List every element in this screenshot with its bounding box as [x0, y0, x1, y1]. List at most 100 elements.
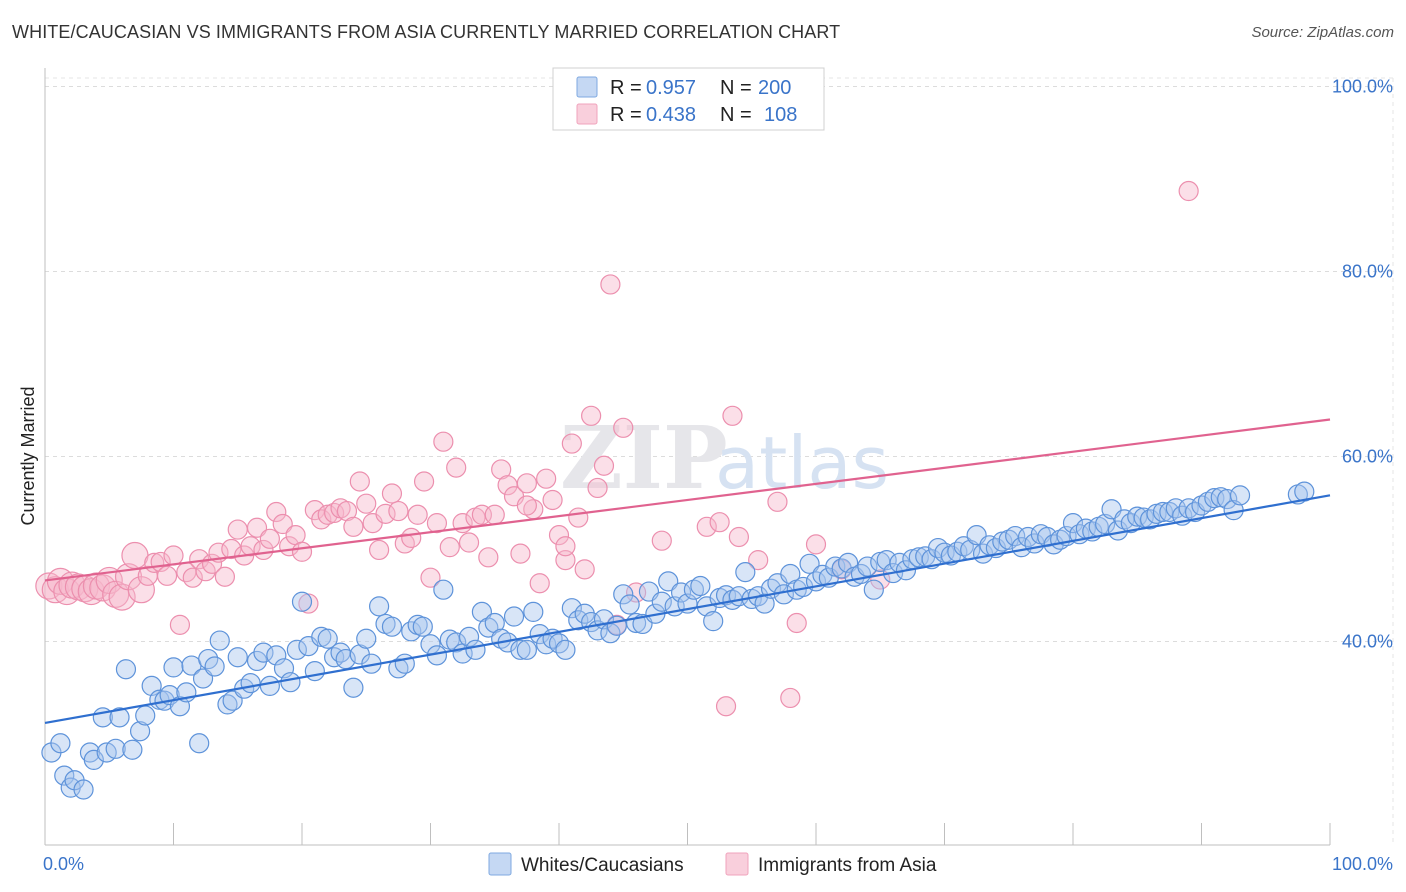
whites-point-77 — [523, 601, 544, 623]
whites-point-31 — [227, 647, 248, 668]
asia-point-105 — [555, 536, 576, 557]
whites-point-11 — [109, 707, 130, 728]
whites-point-67 — [458, 626, 480, 647]
whites-point-113 — [754, 593, 775, 614]
whites-point-83 — [561, 598, 582, 619]
legend-r-value-whites: 0.957 — [646, 77, 696, 99]
asia-point-23 — [182, 567, 203, 588]
chart-title: WHITE/CAUCASIAN VS IMMIGRANTS FROM ASIA … — [12, 22, 841, 42]
trend-line-whites — [44, 494, 1331, 724]
whites-point-65 — [446, 632, 467, 653]
asia-point-20 — [163, 545, 184, 566]
asia-point-14 — [121, 541, 149, 570]
y-tick-label-1: 60.0% — [1342, 447, 1393, 467]
asia-point-36 — [266, 501, 287, 523]
whites-point-90 — [606, 615, 627, 636]
whites-point-74 — [503, 606, 525, 627]
whites-point-130 — [863, 579, 884, 600]
asia-point-77 — [529, 573, 550, 594]
series-whites-points — [41, 481, 1315, 800]
bottom-legend-swatch-asia — [725, 852, 749, 876]
asia-point-64 — [446, 457, 467, 478]
legend-r-label-whites: R = — [610, 77, 642, 99]
asia-point-69 — [478, 547, 499, 568]
asia-point-52 — [369, 539, 390, 561]
asia-point-30 — [227, 519, 248, 540]
legend-frame — [552, 67, 825, 131]
whites-point-5 — [73, 779, 94, 800]
whites-point-82 — [555, 639, 576, 660]
legend-r-label-asia: R = — [610, 104, 642, 126]
asia-point-37 — [272, 513, 293, 535]
whites-point-98 — [658, 571, 679, 592]
asia-point-95 — [722, 405, 743, 426]
asia-point-106 — [516, 495, 537, 516]
whites-point-40 — [286, 639, 307, 660]
asia-point-57 — [401, 527, 422, 549]
asia-point-35 — [259, 528, 280, 549]
asia-point-74 — [510, 543, 531, 564]
whites-point-55 — [381, 616, 403, 637]
whites-point-39 — [280, 672, 301, 693]
x-tick-labels: 0.0% 100.0% — [43, 854, 1393, 874]
bottom-legend-label-whites: Whites/Caucasians — [521, 855, 684, 876]
asia-point-99 — [780, 687, 801, 709]
asia-point-55 — [388, 500, 409, 522]
asia-point-100 — [786, 612, 807, 634]
whites-point-41 — [291, 591, 313, 612]
whites-point-34 — [246, 650, 268, 672]
whites-point-2 — [54, 765, 75, 786]
asia-point-59 — [413, 471, 435, 492]
whites-point-100 — [670, 582, 692, 603]
whites-point-175 — [1152, 501, 1174, 523]
whites-point-37 — [266, 645, 287, 666]
asia-point-50 — [356, 493, 377, 514]
asia-point-75 — [516, 473, 537, 494]
whites-point-166 — [1095, 513, 1116, 535]
whites-point-144 — [953, 536, 974, 557]
chart-source: Source: ZipAtlas.com — [1251, 24, 1394, 41]
asia-point-40 — [291, 541, 313, 562]
legend-n-label-asia: N = — [720, 104, 752, 126]
asia-point-92 — [696, 516, 717, 537]
whites-point-92 — [619, 594, 640, 615]
asia-point-87 — [593, 455, 615, 476]
whites-point-102 — [683, 579, 705, 600]
whites-point-151 — [998, 529, 1019, 550]
x-tick-label-1: 100.0% — [1332, 854, 1393, 874]
whites-point-181 — [1191, 495, 1212, 516]
legend-r-value-asia: 0.438 — [646, 104, 696, 126]
trend-line-asia — [44, 418, 1331, 582]
asia-point-56 — [394, 533, 415, 554]
asia-point-81 — [555, 549, 576, 571]
whites-point-139 — [921, 549, 942, 570]
asia-point-103 — [805, 534, 827, 555]
asia-point-29 — [221, 538, 242, 560]
whites-point-176 — [1159, 501, 1180, 523]
asia-point-88 — [600, 274, 621, 295]
whites-point-173 — [1139, 509, 1161, 530]
asia-point-96 — [728, 526, 750, 548]
y-tick-label-3: 100.0% — [1332, 77, 1393, 97]
legend-n-label-whites: N = — [720, 77, 752, 99]
whites-point-105 — [703, 611, 724, 632]
whites-point-120 — [799, 553, 820, 574]
whites-point-36 — [259, 675, 280, 697]
whites-point-189 — [1294, 481, 1315, 502]
asia-point-21 — [169, 614, 191, 635]
whites-point-68 — [465, 639, 486, 660]
asia-point-79 — [542, 489, 563, 511]
asia-point-97 — [748, 549, 769, 571]
legend-box: R = 0.957 N = 200 R = 0.438 N = 108 — [552, 67, 825, 131]
whites-point-76 — [516, 639, 537, 660]
whites-point-129 — [857, 556, 878, 577]
whites-point-51 — [356, 628, 377, 649]
whites-point-24 — [189, 733, 210, 754]
asia-point-78 — [536, 468, 557, 489]
asia-point-107 — [651, 530, 672, 551]
asia-point-94 — [715, 696, 737, 717]
asia-point-84 — [574, 559, 595, 580]
whites-point-60 — [412, 616, 433, 637]
bottom-legend: Whites/Caucasians Immigrants from Asia — [488, 852, 937, 876]
